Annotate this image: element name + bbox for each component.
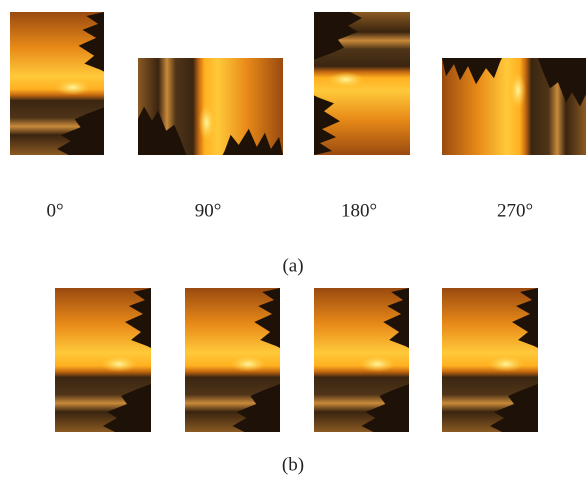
caption: (b): [282, 454, 304, 475]
angle-label: 0°: [46, 200, 63, 221]
image-0: [10, 12, 104, 155]
caption: (a): [282, 255, 303, 276]
angle-label: 90°: [195, 200, 222, 221]
image-180: [314, 12, 410, 155]
panel-a: 0° 90° 180° 270° (a): [10, 12, 586, 276]
panel-b: (b): [55, 288, 538, 475]
figure: 0° 90° 180° 270° (a) (b): [0, 0, 587, 483]
image: [442, 288, 538, 432]
angle-label: 180°: [341, 200, 377, 221]
image: [185, 288, 280, 432]
angle-label: 270°: [497, 200, 533, 221]
image-90: [138, 58, 283, 155]
image-270: [442, 58, 586, 155]
image: [55, 288, 151, 432]
page: 0° 90° 180° 270° (a) (b) (() => { const …: [0, 0, 587, 483]
image: [314, 288, 409, 432]
